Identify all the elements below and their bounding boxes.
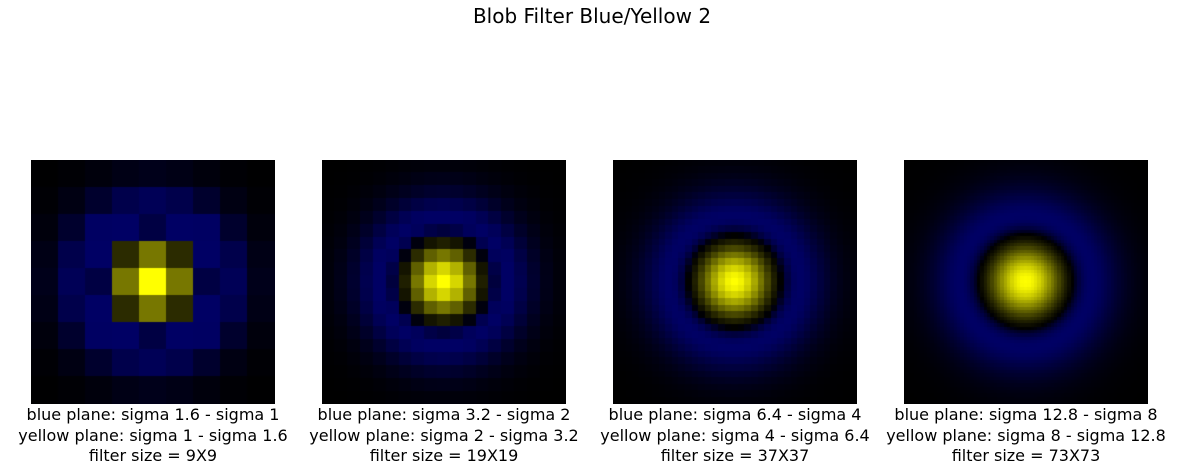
caption-blue-plane: blue plane: sigma 6.4 - sigma 4 — [608, 405, 862, 424]
caption-yellow-plane: yellow plane: sigma 1 - sigma 1.6 — [18, 425, 288, 445]
caption-filter-size: filter size = 37X37 — [660, 446, 810, 465]
panel-caption: blue plane: sigma 1.6 - sigma 1 yellow p… — [18, 405, 287, 467]
caption-filter-size: filter size = 19X19 — [369, 446, 519, 465]
panel-caption: blue plane: sigma 3.2 - sigma 2 yellow p… — [309, 405, 578, 467]
caption-yellow-plane: yellow plane: sigma 2 - sigma 3.2 — [309, 425, 579, 445]
filter-panel-2: blue plane: sigma 3.2 - sigma 2 yellow p… — [309, 160, 579, 465]
filter-image — [31, 160, 275, 404]
filter-panel-4: blue plane: sigma 12.8 - sigma 8 yellow … — [886, 160, 1166, 465]
panel-caption: blue plane: sigma 12.8 - sigma 8 yellow … — [886, 405, 1166, 467]
caption-blue-plane: blue plane: sigma 1.6 - sigma 1 — [26, 405, 280, 424]
filter-image — [322, 160, 566, 404]
caption-yellow-plane: yellow plane: sigma 8 - sigma 12.8 — [886, 425, 1166, 445]
filter-panel-1: blue plane: sigma 1.6 - sigma 1 yellow p… — [18, 160, 288, 465]
filter-panel-3: blue plane: sigma 6.4 - sigma 4 yellow p… — [600, 160, 870, 465]
caption-yellow-plane: yellow plane: sigma 4 - sigma 6.4 — [600, 425, 870, 445]
caption-blue-plane: blue plane: sigma 3.2 - sigma 2 — [317, 405, 571, 424]
filter-image — [904, 160, 1148, 404]
panel-caption: blue plane: sigma 6.4 - sigma 4 yellow p… — [600, 405, 869, 467]
caption-filter-size: filter size = 73X73 — [951, 446, 1101, 465]
caption-filter-size: filter size = 9X9 — [88, 446, 218, 465]
filter-image — [613, 160, 857, 404]
caption-blue-plane: blue plane: sigma 12.8 - sigma 8 — [894, 405, 1158, 424]
figure-title: Blob Filter Blue/Yellow 2 — [472, 4, 712, 28]
